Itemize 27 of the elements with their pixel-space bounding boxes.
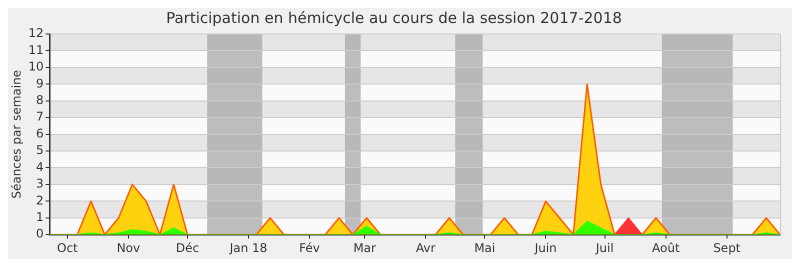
y-tick-label: 4 <box>36 160 44 174</box>
y-tick-label: 0 <box>36 226 44 241</box>
y-tick-label: 7 <box>36 110 44 124</box>
chart-title: Participation en hémicycle au cours de la session 2017-2018 <box>166 8 622 27</box>
x-tick-label: Nov <box>116 240 140 255</box>
y-axis-title: Séances par semaine <box>9 70 24 199</box>
y-tick-label: 12 <box>28 26 44 40</box>
y-tick-label: 11 <box>28 42 44 57</box>
x-tick-label: Fév <box>299 240 320 255</box>
x-tick-label: Déc <box>176 240 200 255</box>
y-tick-label: 6 <box>36 126 44 140</box>
y-tick-label: 3 <box>36 176 44 191</box>
y-tick-label: 8 <box>36 92 44 107</box>
x-tick-label: Mar <box>353 240 376 255</box>
x-tick-label: Sept <box>713 240 741 255</box>
x-tick-label: Oct <box>57 240 78 255</box>
x-tick-label: Jan 18 <box>228 240 268 255</box>
y-tick-label: 10 <box>28 60 44 74</box>
y-tick-label: 5 <box>36 143 44 158</box>
y-tick-label: 2 <box>36 193 44 208</box>
y-tick-label: 9 <box>36 76 44 90</box>
y-tick-label: 1 <box>36 210 44 224</box>
x-tick-label: Avr <box>416 240 436 255</box>
x-tick-label: Juin <box>534 240 557 255</box>
x-tick-label: Juil <box>594 240 614 255</box>
x-tick-label: Mai <box>474 240 496 255</box>
x-tick-label: Août <box>652 240 680 255</box>
